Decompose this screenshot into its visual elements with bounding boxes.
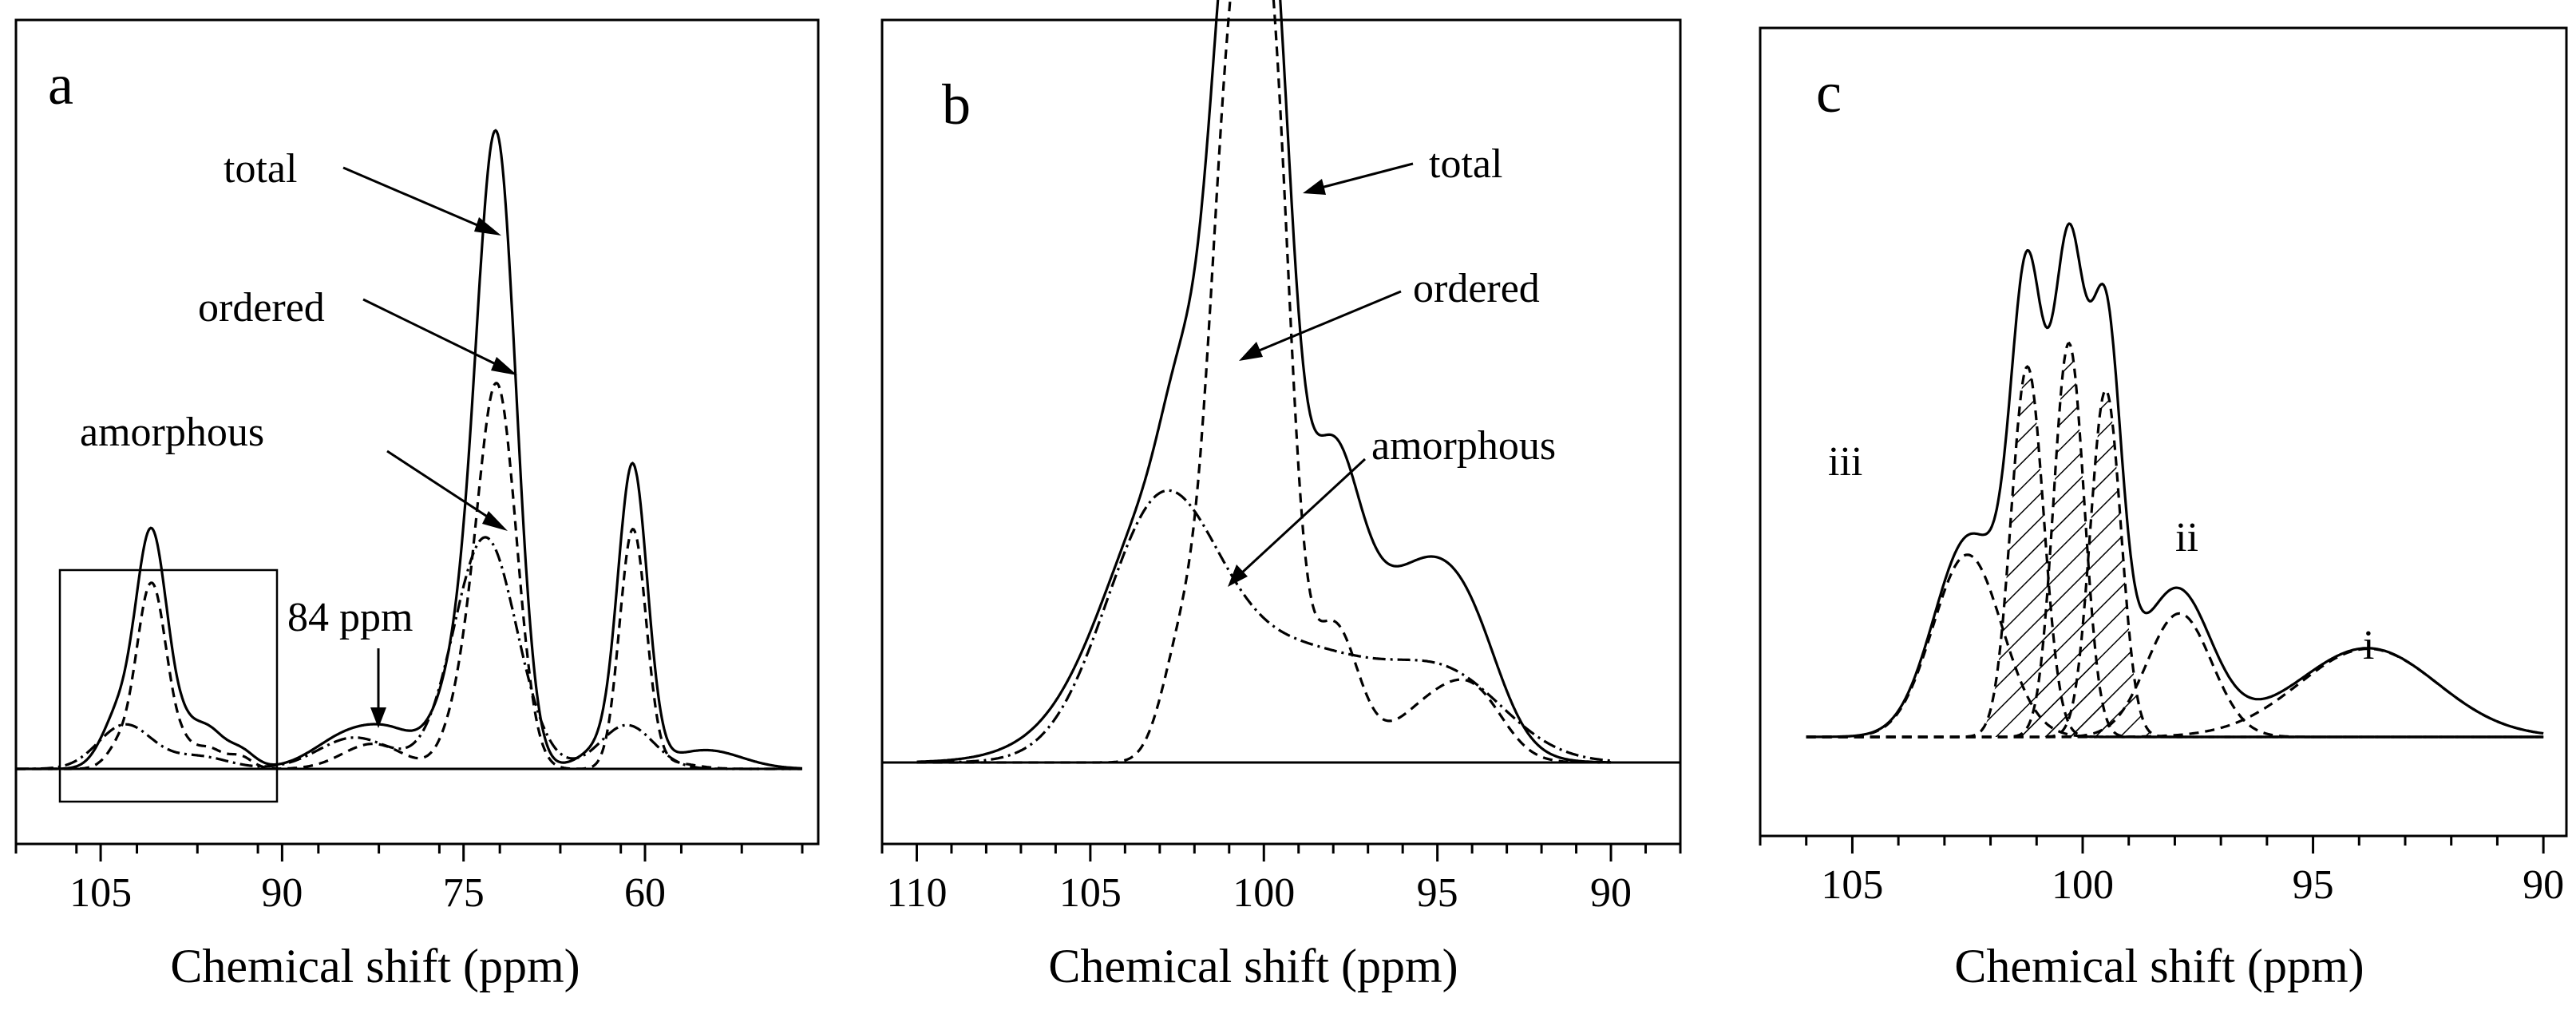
panel-b-arrow-total <box>1320 162 1414 189</box>
panel-b-label-amorphous: amorphous <box>1371 423 1556 469</box>
panel-b-series-amorphous <box>916 489 1612 764</box>
panel-b-curves <box>916 0 1612 764</box>
panel-b-arrow-amorphous <box>1240 457 1367 575</box>
panel-c-letter: c <box>1816 61 1842 125</box>
panel-b-series-total <box>916 0 1612 764</box>
panel-c-x-ticks: 105 100 95 90 <box>1759 836 2564 908</box>
panel-b-arrowhead-amorphous <box>1228 564 1248 587</box>
panel-b-xlabel: Chemical shift (ppm) <box>1048 940 1458 992</box>
x-tick-label-95: 95 <box>2293 862 2334 908</box>
panel-c-label-ii: ii <box>2175 515 2198 560</box>
panel-c-xlabel: Chemical shift (ppm) <box>1954 940 2364 992</box>
panel-c-hatch-3 <box>1806 390 2544 737</box>
panel-b-series-ordered <box>916 0 1611 764</box>
panel-a-arrowhead-ordered <box>491 357 517 375</box>
x-tick-label-90: 90 <box>1590 870 1632 916</box>
panel-a-x-ticks: 105 90 75 60 <box>14 844 804 916</box>
panel-a-label-total: total <box>224 146 297 192</box>
panel-c-curves <box>1806 222 2544 739</box>
panel-b-x-ticks: 110 105 100 95 90 <box>880 844 1682 916</box>
panel-a-series-amorphous <box>16 536 802 770</box>
panel-a-arrowhead-84ppm <box>370 707 386 728</box>
x-tick-label-110: 110 <box>886 870 947 916</box>
panel-a-letter: a <box>48 53 73 117</box>
panel-c-series-total <box>1806 222 2544 739</box>
x-tick-label-100: 100 <box>1233 870 1295 916</box>
x-tick-label-90: 90 <box>261 870 303 916</box>
panel-a-arrow-total <box>342 166 484 229</box>
x-tick-label-60: 60 <box>624 870 666 916</box>
panel-b-label-ordered: ordered <box>1413 266 1540 311</box>
panel-a-arrow-ordered <box>362 298 500 367</box>
panel-a-xlabel: Chemical shift (ppm) <box>170 940 580 992</box>
panel-a-arrow-amorphous <box>386 450 492 521</box>
panel-a-label-84ppm: 84 ppm <box>287 595 413 640</box>
panel-c-component-5 <box>1806 648 2544 739</box>
panel-b-arrow-ordered <box>1256 290 1402 353</box>
panel-b-arrowhead-total <box>1303 179 1326 195</box>
panel-a-label-ordered: ordered <box>198 285 325 331</box>
panel-a-inset-box <box>58 568 279 803</box>
panel-a-label-amorphous: amorphous <box>80 410 264 455</box>
panel-a-curves <box>16 129 802 770</box>
panel-c-component-0 <box>1806 553 2544 739</box>
x-tick-label-100: 100 <box>2052 862 2114 908</box>
panel-c-label-iii: iii <box>1828 439 1862 485</box>
panel-b: b 110 105 100 95 90 Chemical shift (ppm) tot… <box>880 0 1682 992</box>
x-tick-label-95: 95 <box>1417 870 1458 916</box>
panel-a-frame <box>14 18 820 846</box>
panel-c-component-3 <box>1806 388 2544 739</box>
panel-a-series-total <box>16 129 802 770</box>
x-tick-label-90: 90 <box>2523 862 2564 908</box>
panel-a-arrowhead-amorphous <box>482 511 508 531</box>
panel-a-arrowhead-total <box>474 217 501 236</box>
x-tick-label-105: 105 <box>69 870 132 916</box>
panel-a: a 105 90 75 60 Chemical shift (ppm) total o… <box>14 18 820 992</box>
panel-c-component-4 <box>1806 612 2544 739</box>
x-tick-label-105: 105 <box>1059 870 1122 916</box>
panel-c-label-i: i <box>2363 623 2374 668</box>
panel-b-letter: b <box>942 73 971 137</box>
panel-b-label-total: total <box>1429 141 1502 187</box>
x-tick-label-75: 75 <box>443 870 485 916</box>
panel-c: c 105 100 95 90 Chemical shift (ppm) iii ii… <box>1759 26 2568 992</box>
panel-c-frame <box>1759 26 2568 838</box>
x-tick-label-105: 105 <box>1821 862 1883 908</box>
panel-b-arrowhead-ordered <box>1239 342 1263 361</box>
